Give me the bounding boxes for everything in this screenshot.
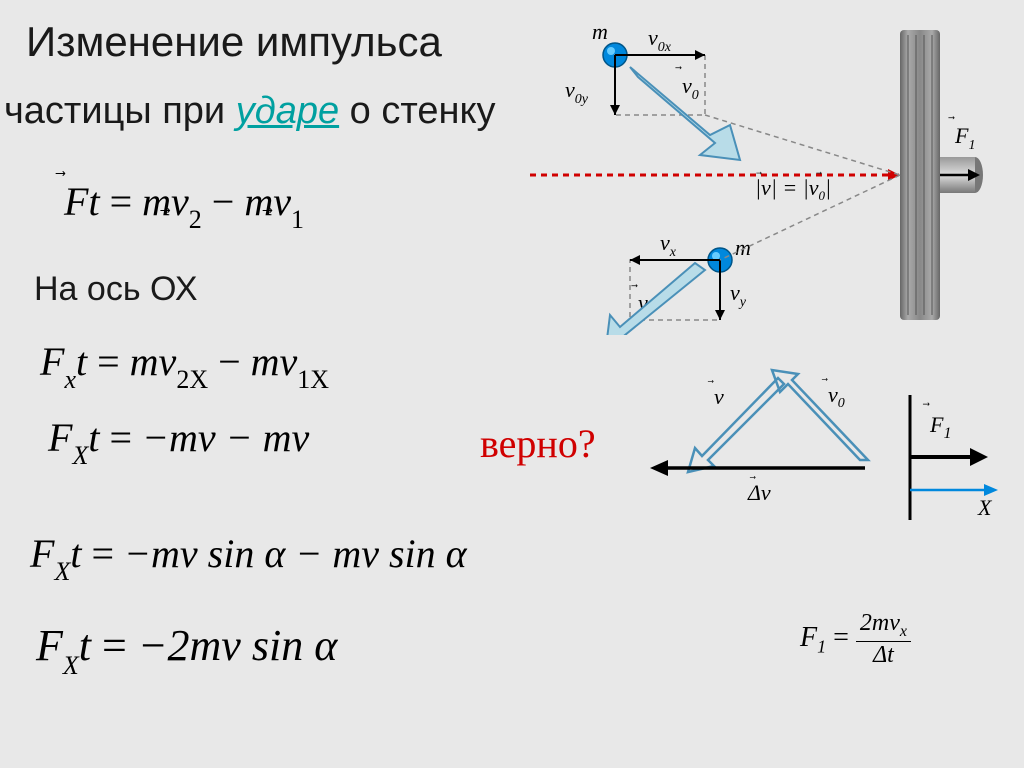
verno-text: верно? [480,420,596,467]
title-link-word: ударе [236,90,339,132]
svg-text:⃗: ⃗ [922,402,930,406]
label-v0: v0 [682,73,699,103]
svg-text:⃗: ⃗ [675,66,682,70]
svg-text:⃗: ⃗ [948,116,955,120]
v-outline-arrow [688,378,784,472]
axis-label: На ось ОХ [34,270,198,309]
result-formula: F1 = 2mvx Δt [800,610,911,669]
label-x-axis: X [977,495,993,520]
title-suffix: о стенку [339,90,495,132]
big-arrow-bottom [605,263,705,335]
label-v-tri: v [714,384,724,409]
label-v0y: v0y [565,77,589,107]
label-f1-big: F1 [929,412,951,442]
svg-text:⃗: ⃗ [749,476,756,479]
label-dv: Δv [747,480,771,505]
v0-outline-arrow [772,370,868,460]
svg-text:⃗: ⃗ [707,380,714,383]
ball-top-highlight [607,47,615,55]
svg-text:⃗: ⃗ [821,378,828,381]
equation-4: FXt = −mv sin α − mv sin α [30,530,467,583]
diagram-collision: m v0x v0y v0 ⃗ |v| = |v0| ⃗ ⃗ m vx vy v … [530,15,1000,335]
svg-text:⃗: ⃗ [631,284,638,288]
equation-1: ⃗Ft = mv⃗2 − mv⃗1 [64,178,304,231]
wall-rect [900,30,940,320]
label-vx: vx [660,230,677,260]
label-vy: vy [730,280,747,310]
label-m-top: m [592,19,608,44]
center-equation: |v| = |v0| [755,175,831,203]
equation-5: FXt = −2mv sin α [36,620,337,677]
title-prefix: частицы при [4,90,236,132]
equation-2: Fxt = mv2X − mv1X [40,338,329,391]
diagram-vector-triangle: v0 ⃗ v ⃗ Δv ⃗ F1 ⃗ X [630,360,1010,560]
title-line-1: Изменение импульса [26,18,442,66]
label-m-bottom: m [735,235,751,260]
equation-3: FXt = −mv − mv [48,414,309,467]
label-v0x: v0x [648,25,672,55]
label-v0-tri: v0 [828,382,845,411]
label-f1: F1 [954,123,975,153]
title-line-2: частицы при ударе о стенку [4,90,496,133]
